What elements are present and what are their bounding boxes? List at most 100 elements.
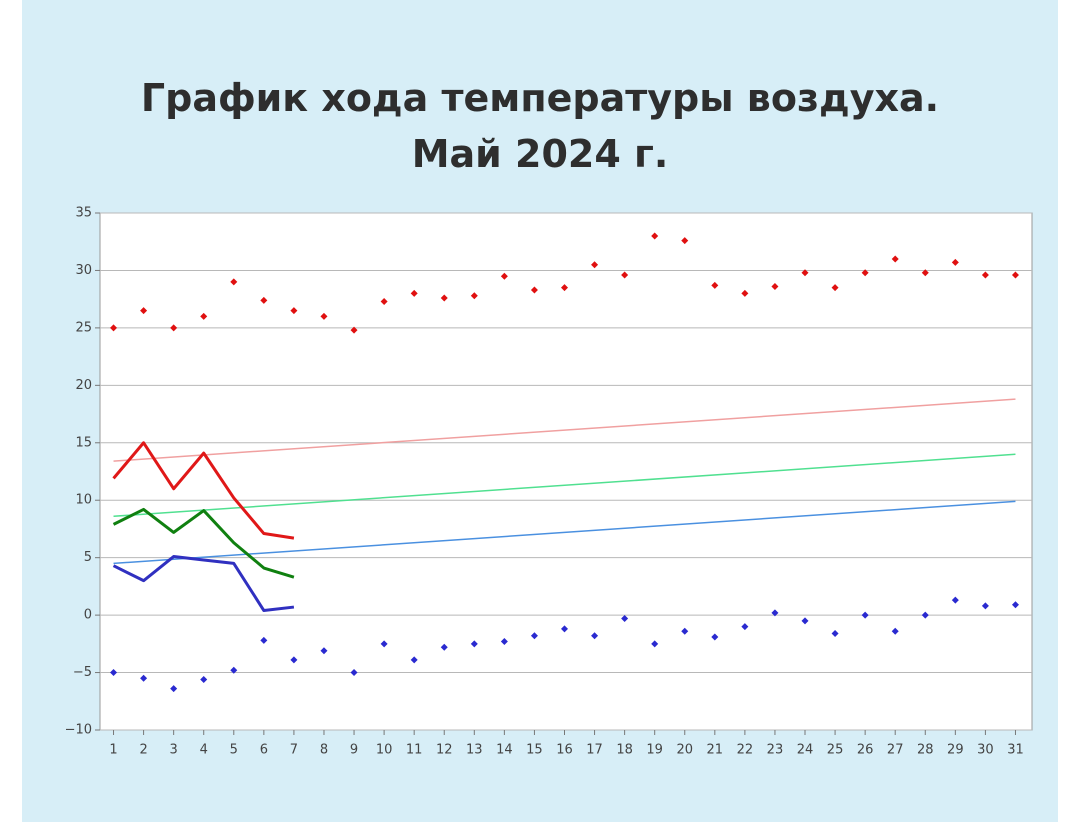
point	[260, 296, 268, 304]
x-tick-label: 8	[320, 743, 328, 758]
x-tick-label: 29	[947, 743, 964, 758]
y-tick-label: 0	[84, 608, 92, 623]
title-line: График хода температуры воздуха.	[140, 76, 940, 120]
chart-title: График хода температуры воздуха. Май 202…	[22, 70, 1058, 182]
x-tick-label: 25	[827, 743, 844, 758]
point	[861, 269, 869, 277]
y-tick-label: 30	[75, 263, 92, 278]
point	[831, 284, 839, 292]
point	[110, 669, 118, 677]
point	[380, 297, 388, 305]
point	[200, 312, 208, 320]
point	[591, 261, 599, 269]
x-tick-label: 11	[406, 743, 423, 758]
point	[711, 281, 719, 289]
point	[350, 326, 358, 334]
x-tick-label: 24	[797, 743, 814, 758]
point	[681, 627, 689, 635]
point	[260, 636, 268, 644]
title-line: Май 2024 г.	[411, 132, 669, 176]
x-tick-label: 2	[139, 743, 147, 758]
y-tick-label: 15	[75, 435, 92, 450]
point	[230, 278, 238, 286]
point	[831, 629, 839, 637]
x-tick-label: 7	[290, 743, 298, 758]
y-tick-label: 35	[75, 206, 92, 221]
point	[410, 656, 418, 664]
point	[470, 640, 478, 648]
x-tick-label: 22	[737, 743, 754, 758]
y-tick-label: −5	[73, 665, 92, 680]
x-tick-label: 28	[917, 743, 934, 758]
line	[113, 453, 1016, 518]
x-tick-label: 27	[887, 743, 904, 758]
line	[112, 507, 295, 579]
point	[741, 623, 749, 631]
point	[170, 324, 178, 332]
x-tick-label: 16	[556, 743, 573, 758]
x-tick-label: 31	[1007, 743, 1024, 758]
point	[1011, 271, 1019, 279]
point	[951, 258, 959, 266]
line	[112, 441, 295, 540]
line	[112, 555, 295, 613]
point	[681, 237, 689, 245]
point	[921, 611, 929, 619]
point	[500, 638, 508, 646]
point	[530, 286, 538, 294]
y-tick-label: −10	[65, 723, 92, 738]
point	[170, 685, 178, 693]
point	[560, 625, 568, 633]
x-tick-label: 10	[376, 743, 393, 758]
point	[651, 640, 659, 648]
x-tick-label: 18	[616, 743, 633, 758]
point	[801, 269, 809, 277]
y-tick-label: 25	[75, 320, 92, 335]
x-tick-label: 12	[436, 743, 453, 758]
x-tick-label: 23	[767, 743, 784, 758]
point	[741, 289, 749, 297]
point	[380, 640, 388, 648]
line	[113, 398, 1016, 462]
point	[140, 307, 148, 315]
point	[591, 632, 599, 640]
y-tick-label: 5	[84, 550, 92, 565]
plot-area	[99, 212, 1033, 731]
point	[711, 633, 719, 641]
point	[500, 272, 508, 280]
point	[530, 632, 538, 640]
point	[861, 611, 869, 619]
x-tick-label: 19	[646, 743, 663, 758]
x-tick-label: 21	[707, 743, 724, 758]
x-tick-label: 17	[586, 743, 603, 758]
x-tick-label: 5	[230, 743, 238, 758]
point	[470, 292, 478, 300]
point	[981, 602, 989, 610]
point	[440, 643, 448, 651]
point	[801, 617, 809, 625]
x-tick-label: 6	[260, 743, 268, 758]
point	[621, 271, 629, 279]
x-tick-label: 9	[350, 743, 358, 758]
point	[621, 615, 629, 623]
point	[230, 666, 238, 674]
point	[320, 312, 328, 320]
x-tick-label: 3	[170, 743, 178, 758]
line	[113, 500, 1016, 565]
x-tick-label: 30	[977, 743, 994, 758]
point	[891, 627, 899, 635]
point	[200, 675, 208, 683]
point	[410, 289, 418, 297]
point	[110, 324, 118, 332]
point	[771, 609, 779, 617]
x-tick-label: 15	[526, 743, 543, 758]
point	[651, 232, 659, 240]
point	[440, 294, 448, 302]
x-tick-label: 13	[466, 743, 483, 758]
point	[921, 269, 929, 277]
point	[290, 656, 298, 664]
point	[290, 307, 298, 315]
point	[140, 674, 148, 682]
